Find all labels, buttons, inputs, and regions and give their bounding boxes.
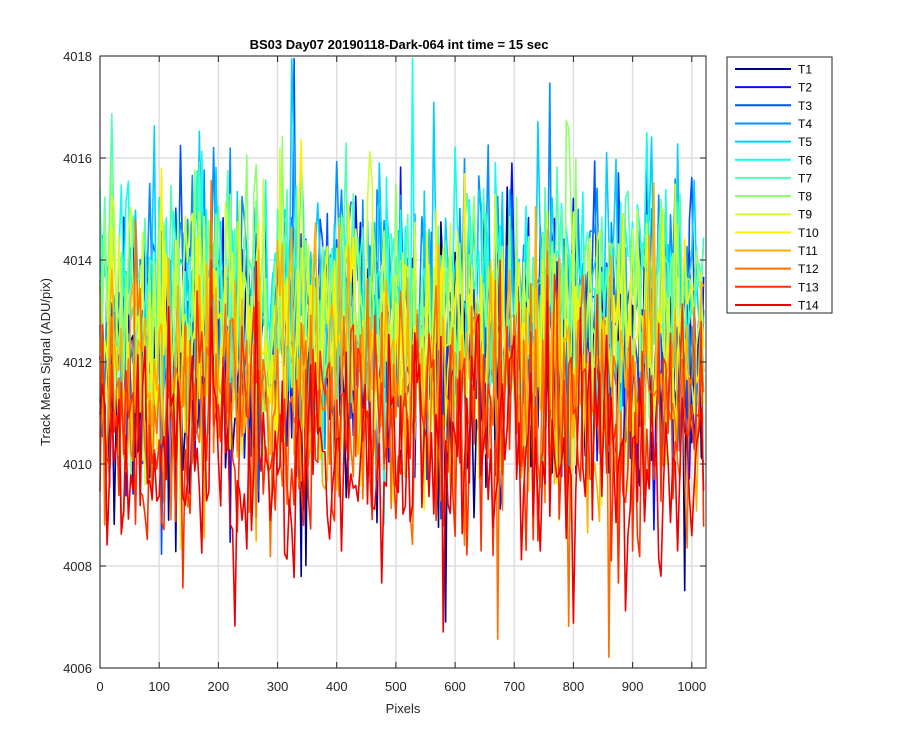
y-tick-label: 4016	[63, 151, 92, 166]
y-tick-label: 4008	[63, 559, 92, 574]
legend-label: T10	[798, 226, 819, 240]
x-tick-label: 700	[503, 679, 525, 694]
legend-label: T2	[798, 81, 812, 95]
legend-item-t13: T13	[735, 280, 819, 294]
legend-label: T13	[798, 280, 819, 294]
x-tick-label: 400	[326, 679, 348, 694]
legend: T1 T2 T3 T4 T5 T6 T7 T8 T9 T10 T11 T12 T13 T14	[726, 56, 833, 314]
legend-item-t1: T1	[735, 63, 812, 77]
x-axis-label: Pixels	[386, 701, 421, 716]
legend-item-t2: T2	[735, 81, 812, 95]
legend-item-t5: T5	[735, 135, 812, 149]
legend-label: T11	[798, 244, 818, 258]
y-tick-labels: 4006 4008 4010 4012 4014 4016 4018	[63, 49, 92, 676]
plot-area	[99, 55, 707, 669]
y-tick-label: 4006	[63, 661, 92, 676]
x-tick-label: 300	[267, 679, 289, 694]
x-tick-label: 100	[148, 679, 170, 694]
series-line-t11	[99, 181, 705, 542]
y-axis-label: Track Mean Signal (ADU/pix)	[38, 278, 53, 446]
legend-item-t7: T7	[735, 171, 812, 185]
legend-item-t6: T6	[735, 153, 812, 167]
x-tick-labels: 0 100 200 300 400 500 600 700 800 900 1000	[96, 679, 706, 694]
series-layer	[99, 57, 705, 659]
chart-title: BS03 Day07 20190118-Dark-064 int time = …	[250, 37, 549, 52]
legend-label: T5	[798, 135, 812, 149]
x-tick-label: 0	[96, 679, 103, 694]
legend-item-t10: T10	[735, 226, 819, 240]
legend-label: T6	[798, 153, 812, 167]
series-line-t14	[99, 260, 705, 633]
legend-item-t8: T8	[735, 190, 812, 204]
legend-label: T14	[798, 298, 819, 312]
tick-marks	[99, 55, 706, 669]
legend-label: T1	[798, 63, 812, 77]
legend-box	[726, 56, 833, 314]
legend-label: T8	[798, 190, 812, 204]
legend-item-t4: T4	[735, 117, 812, 131]
x-tick-label: 900	[622, 679, 644, 694]
legend-label: T4	[798, 117, 812, 131]
x-tick-label: 200	[208, 679, 230, 694]
y-tick-label: 4012	[63, 355, 92, 370]
x-tick-label: 500	[385, 679, 407, 694]
legend-item-t12: T12	[735, 262, 819, 276]
y-tick-label: 4018	[63, 49, 92, 64]
legend-item-t9: T9	[735, 208, 812, 222]
legend-item-t11: T11	[735, 244, 818, 258]
x-tick-label: 800	[563, 679, 585, 694]
legend-label: T7	[798, 171, 812, 185]
legend-label: T9	[798, 208, 812, 222]
legend-label: T3	[798, 99, 812, 113]
x-tick-label: 600	[444, 679, 466, 694]
legend-items: T1 T2 T3 T4 T5 T6 T7 T8 T9 T10 T11 T12 T13 T14	[735, 63, 819, 312]
legend-item-t3: T3	[735, 99, 812, 113]
legend-label: T12	[798, 262, 819, 276]
y-tick-label: 4014	[63, 253, 92, 268]
series-line-t12	[99, 179, 705, 659]
x-tick-label: 1000	[677, 679, 706, 694]
legend-item-t14: T14	[735, 298, 819, 312]
y-tick-label: 4010	[63, 457, 92, 472]
